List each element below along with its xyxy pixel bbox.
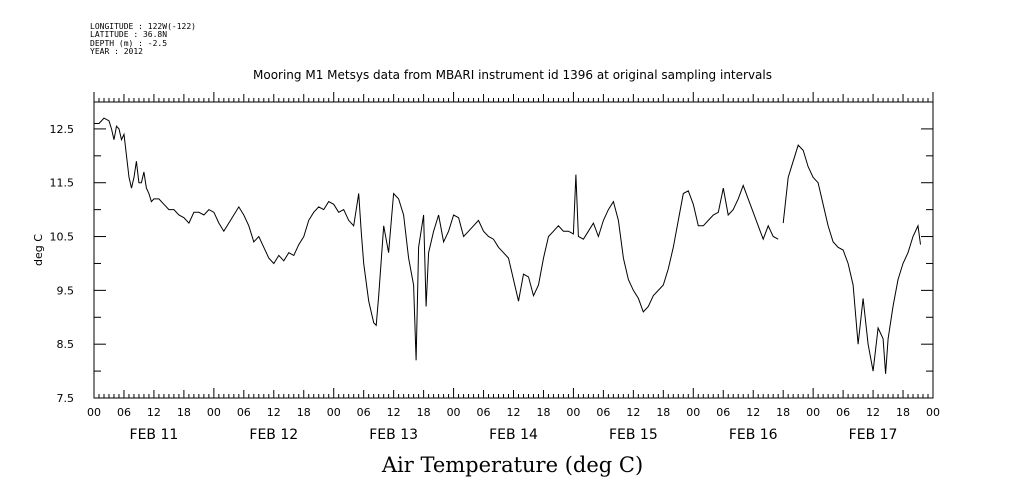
- day-label: FEB 14: [489, 427, 538, 443]
- x-tick-label: 18: [417, 406, 431, 419]
- y-axis-title: deg C: [32, 234, 45, 266]
- y-tick-label: 9.5: [57, 284, 75, 297]
- x-tick-label: 00: [207, 406, 221, 419]
- x-tick-label: 18: [776, 406, 790, 419]
- day-label: FEB 11: [130, 427, 179, 443]
- plot-frame: [93, 101, 934, 399]
- x-axis-title: Air Temperature (deg C): [381, 453, 644, 477]
- x-tick-label: 00: [327, 406, 341, 419]
- x-tick-label: 12: [507, 406, 521, 419]
- x-tick-label: 00: [87, 406, 101, 419]
- x-tick-label: 12: [746, 406, 760, 419]
- x-tick-label: 06: [836, 406, 850, 419]
- x-tick-label: 00: [447, 406, 461, 419]
- day-label: FEB 15: [609, 427, 658, 443]
- x-tick-label: 18: [297, 406, 311, 419]
- longitude-text: LONGITUDE : 122W(-122): [90, 22, 196, 31]
- x-tick-label: 00: [686, 406, 700, 419]
- y-tick-label: 8.5: [57, 338, 75, 351]
- x-tick-label: 06: [237, 406, 251, 419]
- x-tick-label: 00: [806, 406, 820, 419]
- y-tick-label: 11.5: [50, 177, 75, 190]
- x-tick-label: 12: [626, 406, 640, 419]
- y-tick-label: 12.5: [50, 123, 75, 136]
- x-tick-label: 18: [656, 406, 670, 419]
- day-label: FEB 17: [849, 427, 898, 443]
- y-tick-label: 10.5: [50, 231, 75, 244]
- location-metadata: LONGITUDE : 122W(-122) LATITUDE : 36.8N …: [90, 22, 196, 56]
- x-tick-label: 06: [477, 406, 491, 419]
- x-tick-label: 00: [926, 406, 940, 419]
- x-tick-label: 00: [566, 406, 580, 419]
- day-label: FEB 16: [729, 427, 778, 443]
- x-tick-label: 12: [147, 406, 161, 419]
- day-label: FEB 13: [369, 427, 418, 443]
- day-label: FEB 12: [249, 427, 298, 443]
- depth-text: DEPTH (m) : -2.5: [90, 38, 168, 48]
- latitude-text: LATITUDE : 36.8N: [90, 30, 168, 40]
- x-tick-label: 06: [596, 406, 610, 419]
- x-tick-label: 18: [536, 406, 550, 419]
- x-tick-label: 12: [387, 406, 401, 419]
- x-tick-label: 06: [357, 406, 371, 419]
- x-tick-label: 06: [716, 406, 730, 419]
- x-tick-label: 12: [267, 406, 281, 419]
- x-tick-label: 06: [117, 406, 131, 419]
- x-tick-label: 18: [177, 406, 191, 419]
- y-tick-label: 7.5: [57, 392, 75, 405]
- year-text: YEAR : 2012: [90, 46, 143, 56]
- x-tick-label: 12: [866, 406, 880, 419]
- chart-title: Mooring M1 Metsys data from MBARI instru…: [253, 68, 772, 82]
- x-tick-label: 18: [896, 406, 910, 419]
- temperature-series-line: [94, 117, 921, 374]
